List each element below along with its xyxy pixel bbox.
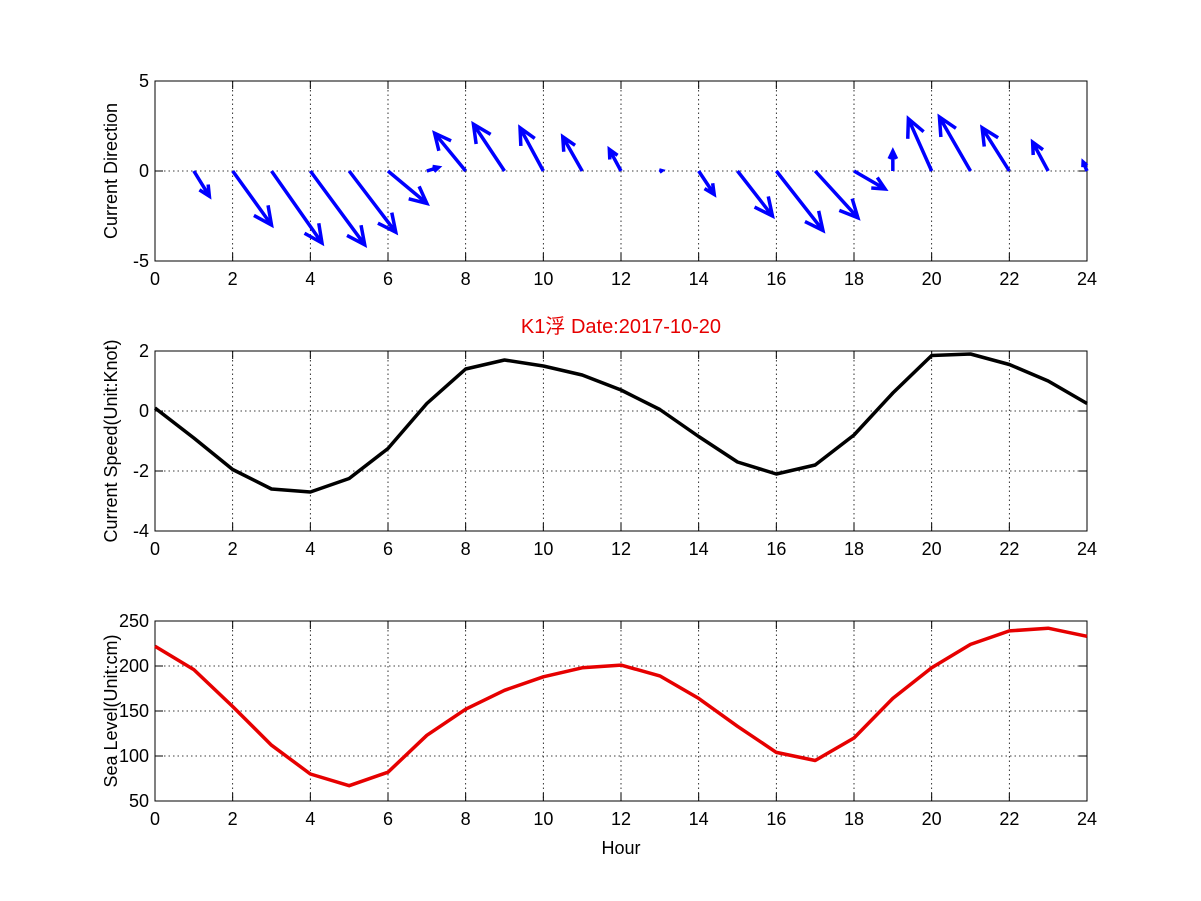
current-arrow — [270, 169, 325, 247]
y-axis-label: Current Speed(Unit:Knot) — [101, 339, 121, 542]
y-tick-label: 100 — [119, 746, 149, 766]
x-tick-label: 2 — [228, 539, 238, 559]
current-arrow — [518, 124, 545, 172]
sea-level-line — [154, 626, 1088, 788]
x-tick-label: 20 — [922, 809, 942, 829]
current-arrow — [853, 169, 889, 192]
current-arrow — [813, 169, 861, 221]
y-tick-label: 2 — [139, 341, 149, 361]
x-tick-label: 4 — [305, 539, 315, 559]
x-tick-label: 22 — [999, 809, 1019, 829]
x-tick-label: 20 — [922, 539, 942, 559]
y-tick-label: 150 — [119, 701, 149, 721]
current-arrow — [432, 130, 468, 173]
x-tick-label: 24 — [1077, 539, 1097, 559]
x-tick-label: 2 — [228, 269, 238, 289]
current-arrow — [774, 169, 826, 234]
x-tick-label: 8 — [461, 809, 471, 829]
plot-frame — [154, 620, 1088, 802]
y-tick-label: 250 — [119, 611, 149, 631]
x-tick-label: 24 — [1077, 809, 1097, 829]
x-tick-label: 8 — [461, 269, 471, 289]
x-tick-label: 0 — [150, 269, 160, 289]
current-arrow — [937, 113, 973, 172]
y-tick-label: -5 — [133, 251, 149, 271]
x-tick-label: 14 — [689, 269, 709, 289]
x-tick-label: 14 — [689, 539, 709, 559]
y-tick-label: -4 — [133, 521, 149, 541]
x-tick-label: 10 — [533, 539, 553, 559]
current-arrow — [697, 170, 717, 198]
x-tick-label: 18 — [844, 539, 864, 559]
x-tick-label: 2 — [228, 809, 238, 829]
x-tick-label: 0 — [150, 539, 160, 559]
x-axis-label: Hour — [601, 838, 640, 858]
current-arrow — [658, 168, 666, 174]
current-speed-line — [153, 352, 1088, 494]
x-tick-label: 12 — [611, 539, 631, 559]
current-arrow — [471, 120, 506, 172]
current-arrow — [231, 169, 274, 229]
current-arrow — [736, 169, 775, 220]
x-tick-label: 20 — [922, 269, 942, 289]
x-tick-label: 0 — [150, 809, 160, 829]
y-tick-label: -2 — [133, 461, 149, 481]
current-arrow — [906, 115, 934, 172]
y-tick-label: 50 — [129, 791, 149, 811]
current-arrow — [887, 147, 899, 171]
current-arrow — [607, 145, 623, 172]
x-tick-label: 12 — [611, 809, 631, 829]
current-arrow — [308, 169, 368, 249]
x-tick-label: 4 — [305, 809, 315, 829]
x-tick-label: 22 — [999, 539, 1019, 559]
y-tick-label: 0 — [139, 161, 149, 181]
x-tick-label: 16 — [766, 269, 786, 289]
current-arrow — [426, 164, 443, 173]
x-tick-label: 18 — [844, 809, 864, 829]
y-axis-label: Sea Level(Unit:cm) — [101, 634, 121, 787]
x-tick-label: 18 — [844, 269, 864, 289]
current-arrow — [1030, 138, 1050, 172]
x-tick-label: 10 — [533, 269, 553, 289]
plot-frame — [154, 350, 1088, 532]
x-tick-label: 12 — [611, 269, 631, 289]
current-arrow — [980, 124, 1011, 172]
current-arrow — [560, 133, 584, 172]
x-tick-label: 10 — [533, 809, 553, 829]
x-tick-label: 22 — [999, 269, 1019, 289]
current-arrow — [1081, 158, 1089, 172]
x-tick-label: 6 — [383, 269, 393, 289]
current-arrow — [347, 169, 399, 236]
x-tick-label: 24 — [1077, 269, 1097, 289]
current-arrow — [192, 170, 212, 200]
x-tick-label: 6 — [383, 809, 393, 829]
y-tick-label: 0 — [139, 401, 149, 421]
chart-title: K1浮 Date:2017-10-20 — [521, 315, 721, 338]
x-tick-label: 14 — [689, 809, 709, 829]
y-tick-label: 200 — [119, 656, 149, 676]
x-tick-label: 16 — [766, 539, 786, 559]
x-tick-label: 16 — [766, 809, 786, 829]
x-tick-label: 4 — [305, 269, 315, 289]
x-tick-label: 6 — [383, 539, 393, 559]
y-tick-label: 5 — [139, 71, 149, 91]
y-axis-label: Current Direction — [101, 103, 121, 239]
x-tick-label: 8 — [461, 539, 471, 559]
current-arrow — [386, 169, 430, 206]
